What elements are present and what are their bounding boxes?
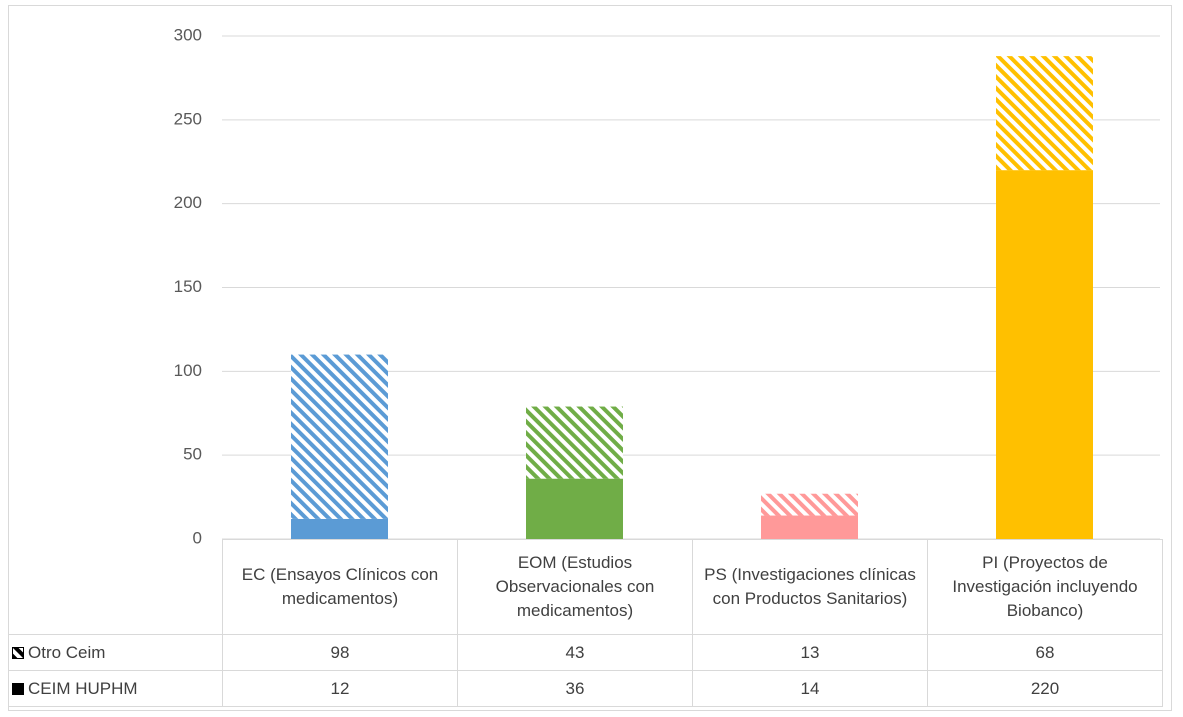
y-tick-label: 0 (193, 528, 202, 547)
legend-label: Otro Ceim (28, 642, 106, 662)
legend-cell: Otro Ceim (8, 634, 223, 671)
legend-key (12, 682, 24, 695)
value-cell: 13 (692, 634, 928, 671)
y-tick-label: 250 (174, 109, 202, 128)
blank-cell (8, 539, 223, 635)
bar-segment (291, 354, 388, 519)
category-label: EOM (Estudios Observacionales con medica… (457, 539, 693, 635)
bar-segment (996, 56, 1093, 171)
header-row: EC (Ensayos Clínicos con medicamentos) EO… (8, 539, 1163, 635)
y-tick-label: 50 (183, 445, 202, 464)
data-table: EC (Ensayos Clínicos con medicamentos) EO… (8, 539, 1163, 707)
y-tick-label: 300 (174, 25, 202, 44)
bar-segment (761, 493, 858, 516)
bar-segment (526, 478, 623, 539)
series-row: CEIM HUPHM 12 36 14 220 (8, 670, 1163, 707)
value-cell: 98 (222, 634, 458, 671)
value-cell: 36 (457, 670, 693, 707)
legend-swatch (12, 682, 24, 695)
bar-segment (996, 170, 1093, 539)
legend-swatch (12, 646, 24, 659)
series-row: Otro Ceim 98 43 13 68 (8, 634, 1163, 671)
value-cell: 12 (222, 670, 458, 707)
category-label: PS (Investigaciones clínicas con Product… (692, 539, 928, 635)
y-tick-label: 150 (174, 277, 202, 296)
value-cell: 220 (927, 670, 1163, 707)
value-cell: 43 (457, 634, 693, 671)
category-label: EC (Ensayos Clínicos con medicamentos) (222, 539, 458, 635)
y-tick-label: 200 (174, 193, 202, 212)
bar-segment (761, 515, 858, 539)
value-cell: 68 (927, 634, 1163, 671)
legend-label: CEIM HUPHM (28, 678, 138, 698)
chart-frame (8, 5, 1172, 711)
value-cell: 14 (692, 670, 928, 707)
legend-key (12, 646, 24, 659)
category-label: PI (Proyectos de Investigación incluyend… (927, 539, 1163, 635)
y-tick-label: 100 (174, 361, 202, 380)
bar-segment (526, 406, 623, 479)
bar-segment (291, 518, 388, 539)
legend-cell: CEIM HUPHM (8, 670, 223, 707)
